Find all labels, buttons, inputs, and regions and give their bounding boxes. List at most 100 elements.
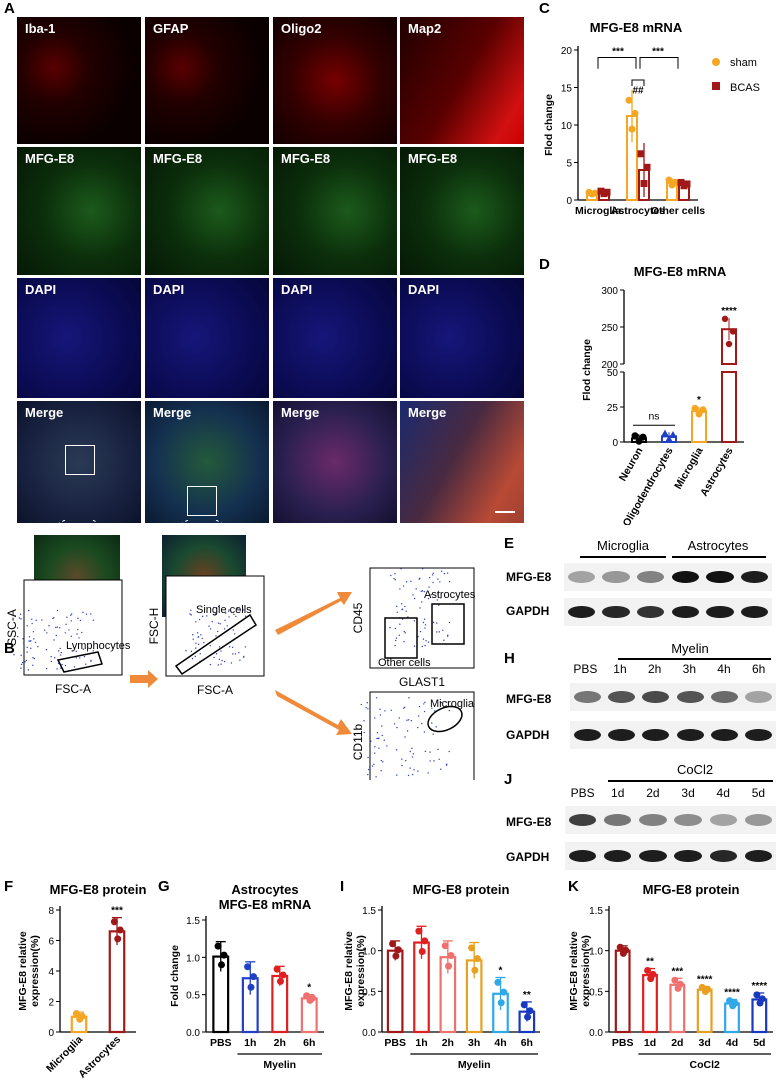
event-dot	[75, 657, 78, 659]
event-dot	[401, 618, 404, 620]
event-dot	[405, 759, 407, 762]
significance-label: *	[697, 395, 701, 406]
event-dot	[44, 629, 46, 631]
event-dot	[382, 761, 384, 763]
blot-band	[706, 606, 734, 618]
chart-title: MFG-E8 protein	[50, 882, 147, 897]
event-dot	[220, 663, 222, 665]
significance-bracket	[639, 57, 679, 69]
event-dot	[32, 656, 34, 659]
y-axis-label: MFG-E8 relative	[343, 931, 355, 1011]
event-dot	[53, 639, 55, 641]
group-myelin: Myelin	[671, 641, 709, 656]
data-point	[631, 109, 639, 117]
event-dot	[441, 570, 443, 572]
event-dot	[85, 613, 88, 615]
event-dot	[78, 637, 80, 639]
data-point	[497, 999, 505, 1007]
image-mfge8-4: MFG-E8	[400, 147, 524, 275]
group-label: Myelin	[458, 1059, 491, 1071]
event-dot	[417, 770, 419, 772]
image-merge-1: Merge	[17, 401, 141, 523]
event-dot	[445, 701, 448, 703]
event-dot	[28, 640, 30, 642]
x-tick-label: Neuron	[617, 446, 646, 484]
event-dot	[410, 580, 412, 582]
event-dot	[424, 644, 426, 647]
channel-label: Merge	[153, 405, 192, 420]
event-dot	[433, 760, 435, 762]
event-dot	[26, 646, 28, 648]
event-dot	[402, 585, 405, 587]
event-dot	[409, 767, 411, 769]
event-dot	[400, 568, 402, 570]
event-dot	[59, 647, 61, 650]
event-dot	[404, 632, 406, 634]
image-oligo2: Oligo2	[273, 17, 397, 144]
x-tick-label: PBS	[384, 1037, 406, 1049]
event-dot	[56, 609, 59, 612]
significance-label: *	[499, 966, 503, 977]
significance-label: **	[523, 990, 531, 1001]
event-dot	[77, 617, 79, 620]
event-dot	[427, 641, 430, 643]
event-dot	[394, 573, 396, 575]
event-dot	[37, 645, 39, 648]
x-axis-label: FSC-A	[197, 683, 233, 697]
blot-band	[711, 691, 738, 703]
group-cocl2: CoCl2	[676, 762, 714, 777]
event-dot	[243, 655, 245, 658]
x-tick-label: 1h	[415, 1037, 427, 1049]
event-dot	[429, 760, 431, 762]
lane-label: 5d	[751, 786, 766, 800]
event-dot	[368, 766, 371, 768]
y-tick-label: 300	[601, 286, 618, 297]
event-dot	[59, 654, 62, 656]
event-dot	[28, 609, 30, 612]
data-point	[217, 961, 225, 969]
event-dot	[237, 607, 239, 610]
data-point	[699, 406, 707, 414]
group-line	[672, 556, 766, 558]
data-point	[669, 431, 677, 438]
channel-label: Merge	[25, 405, 64, 420]
event-dot	[28, 636, 31, 638]
blot-band	[602, 571, 630, 583]
data-point	[494, 978, 502, 986]
event-dot	[228, 609, 230, 611]
event-dot	[408, 697, 410, 699]
data-point	[520, 1001, 528, 1009]
significance-label: ****	[697, 974, 713, 985]
data-point	[447, 952, 455, 960]
event-dot	[206, 615, 208, 617]
event-dot	[432, 621, 435, 624]
panel-label-i: I	[340, 878, 345, 895]
event-dot	[218, 646, 221, 648]
image-dapi-1: DAPI	[17, 278, 141, 398]
data-point	[214, 942, 222, 950]
event-dot	[431, 574, 434, 576]
data-point	[392, 952, 400, 960]
event-dot	[379, 714, 382, 716]
event-dot	[432, 733, 434, 735]
gate-microglia	[427, 705, 463, 733]
significance-bracket	[631, 79, 645, 86]
data-point	[691, 404, 699, 412]
event-dot	[195, 647, 197, 649]
event-dot	[31, 622, 33, 625]
data-point	[643, 163, 651, 171]
event-dot	[32, 664, 34, 666]
panel-label-e: E	[504, 535, 515, 552]
event-dot	[423, 703, 425, 705]
event-dot	[189, 613, 191, 615]
event-dot	[56, 626, 58, 628]
event-dot	[244, 615, 247, 617]
event-dot	[406, 730, 409, 732]
data-point	[421, 937, 429, 945]
event-dot	[217, 622, 220, 624]
event-dot	[34, 641, 37, 644]
event-dot	[65, 623, 67, 626]
event-dot	[82, 611, 84, 614]
event-dot	[419, 630, 422, 633]
